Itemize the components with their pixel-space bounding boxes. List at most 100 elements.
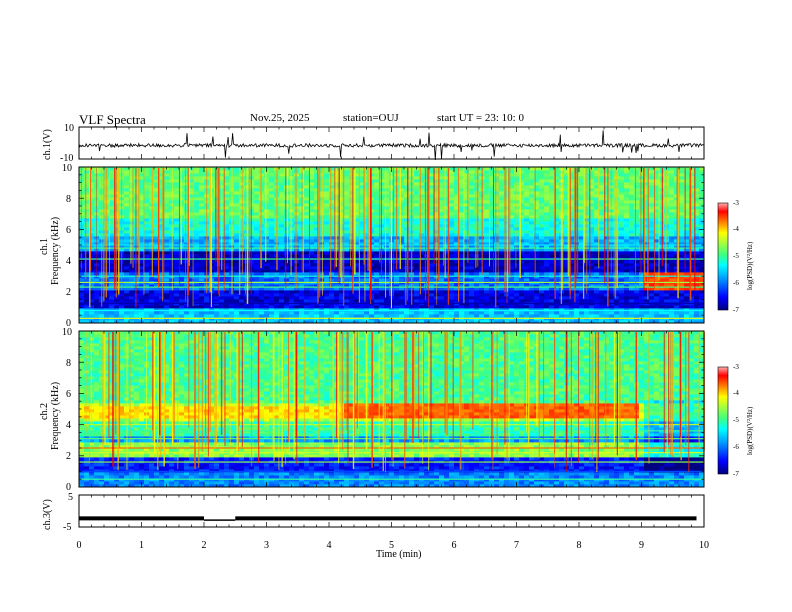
spectrogram-cell bbox=[534, 233, 540, 237]
spectrogram-cell bbox=[309, 320, 315, 324]
spectrogram-cell bbox=[509, 224, 515, 228]
spectrogram-cell bbox=[189, 230, 195, 234]
spectrogram-cell bbox=[509, 260, 515, 264]
spectrogram-cell bbox=[279, 251, 285, 255]
spectrogram-cell bbox=[109, 278, 115, 282]
spectrogram-cell bbox=[179, 293, 185, 297]
spectrogram-cell bbox=[449, 200, 455, 204]
spectrogram-cell bbox=[194, 197, 200, 201]
spectrogram-cell bbox=[329, 176, 335, 180]
spectrogram-cell bbox=[269, 260, 275, 264]
spectrogram-cell bbox=[399, 167, 405, 171]
spectrogram-cell bbox=[279, 233, 285, 237]
spectrogram-cell bbox=[439, 194, 445, 198]
spectrogram-cell bbox=[469, 314, 475, 318]
spectrogram-cell bbox=[139, 287, 145, 291]
spectrogram-cell bbox=[359, 236, 365, 240]
spectrogram-cell bbox=[519, 200, 525, 204]
spectrogram-cell bbox=[89, 221, 95, 225]
spectrogram-cell bbox=[154, 248, 160, 252]
spectrogram-cell bbox=[329, 212, 335, 216]
spectrogram-cell bbox=[549, 179, 555, 183]
spectrogram-cell bbox=[454, 182, 460, 186]
spectrogram-cell bbox=[454, 200, 460, 204]
spectrogram-cell bbox=[524, 266, 530, 270]
spectrogram-cell bbox=[244, 242, 250, 246]
spectrogram-cell bbox=[364, 272, 370, 276]
spectrogram-cell bbox=[94, 290, 100, 294]
spectrogram-cell bbox=[399, 215, 405, 219]
spectrogram-cell bbox=[324, 314, 330, 318]
spectrogram-cell bbox=[184, 188, 190, 192]
spectrogram-cell bbox=[294, 272, 300, 276]
ch1-ytick-bottom: -10 bbox=[60, 153, 73, 164]
spectrogram-cell bbox=[444, 188, 450, 192]
spectrogram-cell bbox=[199, 284, 205, 288]
spectrogram-cell bbox=[424, 260, 430, 264]
spectrogram-cell bbox=[384, 239, 390, 243]
spectrogram-cell bbox=[374, 293, 380, 297]
spectrogram-cell bbox=[304, 239, 310, 243]
spectrogram-cell bbox=[454, 296, 460, 300]
spectrogram-cell bbox=[324, 296, 330, 300]
spectrogram-cell bbox=[449, 197, 455, 201]
spectrogram-cell bbox=[144, 311, 150, 315]
spectrogram-cell bbox=[439, 245, 445, 249]
spectrogram-cell bbox=[184, 245, 190, 249]
spectrogram-cell bbox=[534, 242, 540, 246]
spectrogram-cell bbox=[159, 242, 165, 246]
spectrogram-cell bbox=[489, 248, 495, 252]
spectrogram-cell bbox=[194, 185, 200, 189]
spectrogram-cell bbox=[349, 176, 355, 180]
spectrogram-cell bbox=[129, 284, 135, 288]
spectrogram-cell bbox=[89, 299, 95, 303]
spectrogram-cell bbox=[174, 242, 180, 246]
spectrogram-cell bbox=[489, 284, 495, 288]
spectrogram-cell bbox=[474, 176, 480, 180]
spectrogram-cell bbox=[149, 182, 155, 186]
spectrogram-cell bbox=[254, 212, 260, 216]
spectrogram-cell bbox=[84, 182, 90, 186]
spectrogram-cell bbox=[524, 230, 530, 234]
spectrogram-cell bbox=[494, 254, 500, 258]
spectrogram-cell bbox=[89, 209, 95, 213]
spectrogram-cell bbox=[394, 278, 400, 282]
spectrogram-cell bbox=[544, 290, 550, 294]
spectrogram-cell bbox=[439, 305, 445, 309]
spectrogram-cell bbox=[509, 173, 515, 177]
spectrogram-cell bbox=[354, 296, 360, 300]
spectrogram-cell bbox=[374, 218, 380, 222]
spectrogram-cell bbox=[79, 278, 85, 282]
spectrogram-cell bbox=[169, 170, 175, 174]
spectrogram-cell bbox=[84, 218, 90, 222]
spectrogram-cell bbox=[444, 167, 450, 171]
spectrogram-cell bbox=[429, 191, 435, 195]
spectrogram-cell bbox=[429, 170, 435, 174]
spectrogram-cell bbox=[424, 287, 430, 291]
spectrogram-cell bbox=[169, 218, 175, 222]
spectrogram-cell bbox=[124, 173, 130, 177]
spectrogram-cell bbox=[224, 182, 230, 186]
spectrogram-cell bbox=[349, 245, 355, 249]
spectrogram-cell bbox=[219, 269, 225, 273]
spectrogram-cell bbox=[169, 320, 175, 324]
spectrogram-cell bbox=[244, 272, 250, 276]
spectrogram-cell bbox=[474, 224, 480, 228]
spectrogram-cell bbox=[404, 245, 410, 249]
spectrogram-cell bbox=[159, 245, 165, 249]
spectrogram-cell bbox=[239, 203, 245, 207]
spectrogram-cell bbox=[439, 296, 445, 300]
spectrogram-cell bbox=[194, 227, 200, 231]
spectrogram-cell bbox=[554, 278, 560, 282]
spectrogram-cell bbox=[184, 224, 190, 228]
spectrogram-cell bbox=[124, 293, 130, 297]
spectrogram-cell bbox=[144, 227, 150, 231]
spectrogram-cell bbox=[444, 290, 450, 294]
spectrogram-cell bbox=[399, 236, 405, 240]
spectrogram-cell bbox=[264, 296, 270, 300]
spectrogram-cell bbox=[424, 272, 430, 276]
spectrogram-cell bbox=[164, 224, 170, 228]
spectrogram-cell bbox=[159, 272, 165, 276]
spectrogram-cell bbox=[154, 269, 160, 273]
spectrogram-cell bbox=[84, 290, 90, 294]
